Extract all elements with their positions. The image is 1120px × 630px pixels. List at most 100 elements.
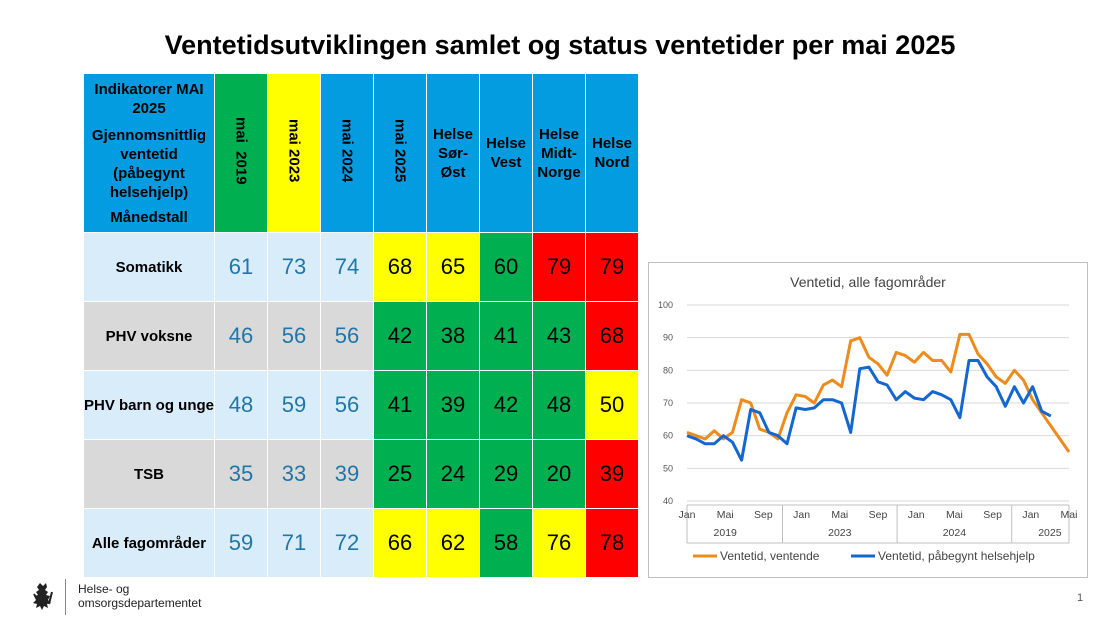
col-header-vest: Helse Vest bbox=[479, 73, 533, 233]
cell-value: 74 bbox=[320, 232, 374, 302]
cell-value: 66 bbox=[373, 508, 427, 578]
table-row-phv-barn: PHV barn og unge 48 59 56 41 39 42 48 50 bbox=[83, 370, 639, 440]
chart-title: Ventetid, alle fagområder bbox=[790, 274, 946, 290]
cell-value: 68 bbox=[373, 232, 427, 302]
header-description: Indikatorer MAI 2025 Gjennomsnittlig ven… bbox=[83, 73, 215, 233]
cell-value: 29 bbox=[479, 439, 533, 509]
header-line-3: Månedstall bbox=[110, 208, 188, 226]
y-tick-label: 70 bbox=[663, 398, 673, 408]
y-tick-label: 100 bbox=[658, 300, 673, 310]
x-tick-label: Sep bbox=[983, 509, 1002, 521]
cell-value: 48 bbox=[532, 370, 586, 440]
cell-value: 79 bbox=[532, 232, 586, 302]
cell-value: 58 bbox=[479, 508, 533, 578]
col-header-2024: mai 2024 bbox=[320, 73, 374, 233]
y-tick-label: 80 bbox=[663, 365, 673, 375]
cell-value: 59 bbox=[267, 370, 321, 440]
table-row-tsb: TSB 35 33 39 25 24 29 20 39 bbox=[83, 439, 639, 509]
cell-value: 48 bbox=[214, 370, 268, 440]
cell-value: 56 bbox=[320, 301, 374, 371]
year-label: 2024 bbox=[943, 527, 967, 539]
cell-value: 41 bbox=[373, 370, 427, 440]
logo-divider bbox=[65, 579, 66, 615]
cell-value: 24 bbox=[426, 439, 480, 509]
series-line-2 bbox=[686, 359, 1052, 462]
cell-value: 56 bbox=[267, 301, 321, 371]
year-label: 2025 bbox=[1038, 527, 1062, 539]
cell-value: 42 bbox=[373, 301, 427, 371]
col-header-nord: Helse Nord bbox=[585, 73, 639, 233]
x-tick-label: Jan bbox=[908, 509, 925, 521]
col-header-2019: mai 2019 bbox=[214, 73, 268, 233]
cell-value: 79 bbox=[585, 232, 639, 302]
cell-value: 50 bbox=[585, 370, 639, 440]
y-tick-label: 50 bbox=[663, 463, 673, 473]
line-chart: Ventetid, alle fagområder 100 90 80 70 60 50 40… bbox=[658, 274, 1078, 563]
org-name-line-2: omsorgsdepartementet bbox=[78, 596, 202, 610]
cell-value: 60 bbox=[479, 232, 533, 302]
y-tick-label: 90 bbox=[663, 333, 673, 343]
col-header-hso: Helse Sør-Øst bbox=[426, 73, 480, 233]
cell-value: 56 bbox=[320, 370, 374, 440]
row-label: PHV barn og unge bbox=[83, 370, 215, 440]
cell-value: 43 bbox=[532, 301, 586, 371]
year-label: 2019 bbox=[714, 527, 738, 539]
table-row-phv-voksne: PHV voksne 46 56 56 42 38 41 43 68 bbox=[83, 301, 639, 371]
row-label: Alle fagområder bbox=[83, 508, 215, 578]
row-label: PHV voksne bbox=[83, 301, 215, 371]
cell-value: 35 bbox=[214, 439, 268, 509]
col-header-midt: Helse Midt-Norge bbox=[532, 73, 586, 233]
x-tick-label: Jan bbox=[679, 509, 696, 521]
cell-value: 42 bbox=[479, 370, 533, 440]
cell-value: 39 bbox=[320, 439, 374, 509]
cell-value: 20 bbox=[532, 439, 586, 509]
cell-value: 76 bbox=[532, 508, 586, 578]
legend-label-2: Ventetid, påbegynt helsehjelp bbox=[878, 549, 1035, 563]
x-tick-label: Mai bbox=[717, 509, 734, 521]
cell-value: 65 bbox=[426, 232, 480, 302]
cell-value: 41 bbox=[479, 301, 533, 371]
cell-value: 78 bbox=[585, 508, 639, 578]
x-tick-label: Mai bbox=[946, 509, 963, 521]
col-header-2025: mai 2025 bbox=[373, 73, 427, 233]
x-tick-label: Mai bbox=[831, 509, 848, 521]
header-line-2: Gjennomsnittlig ventetid (påbegynt helse… bbox=[91, 126, 207, 201]
org-name: Helse- og omsorgsdepartementet bbox=[78, 582, 201, 610]
year-label: 2023 bbox=[828, 527, 852, 539]
org-name-line-1: Helse- og bbox=[78, 582, 130, 596]
header-line-1: Indikatorer MAI 2025 bbox=[94, 80, 204, 117]
cell-value: 39 bbox=[585, 439, 639, 509]
x-tick-label: Sep bbox=[869, 509, 888, 521]
table-row-alle: Alle fagområder 59 71 72 66 62 58 76 78 bbox=[83, 508, 639, 578]
x-tick-label: Mai bbox=[1061, 509, 1078, 521]
cell-value: 73 bbox=[267, 232, 321, 302]
col-header-2023: mai 2023 bbox=[267, 73, 321, 233]
y-tick-label: 60 bbox=[663, 431, 673, 441]
chart-panel: Ventetid, alle fagområder 100 90 80 70 60 50 40… bbox=[648, 262, 1088, 578]
legend-label-1: Ventetid, ventende bbox=[720, 549, 820, 563]
cell-value: 39 bbox=[426, 370, 480, 440]
x-tick-label: Jan bbox=[793, 509, 810, 521]
cell-value: 68 bbox=[585, 301, 639, 371]
row-label: Somatikk bbox=[83, 232, 215, 302]
cell-value: 46 bbox=[214, 301, 268, 371]
page-number: 1 bbox=[1077, 592, 1084, 604]
indicator-table: Indikatorer MAI 2025 Gjennomsnittlig ven… bbox=[83, 73, 639, 578]
cell-value: 62 bbox=[426, 508, 480, 578]
norwegian-lion-icon bbox=[33, 583, 53, 610]
page-title: Ventetidsutviklingen samlet og status ve… bbox=[164, 30, 956, 60]
x-tick-label: Sep bbox=[754, 509, 773, 521]
cell-value: 38 bbox=[426, 301, 480, 371]
table-header-row: Indikatorer MAI 2025 Gjennomsnittlig ven… bbox=[83, 73, 639, 233]
row-label: TSB bbox=[83, 439, 215, 509]
cell-value: 72 bbox=[320, 508, 374, 578]
cell-value: 25 bbox=[373, 439, 427, 509]
cell-value: 61 bbox=[214, 232, 268, 302]
cell-value: 33 bbox=[267, 439, 321, 509]
cell-value: 59 bbox=[214, 508, 268, 578]
table-row-somatikk: Somatikk 61 73 74 68 65 60 79 79 bbox=[83, 232, 639, 302]
cell-value: 71 bbox=[267, 508, 321, 578]
y-tick-label: 40 bbox=[663, 496, 673, 506]
series-line-1 bbox=[686, 332, 1071, 453]
x-tick-label: Jan bbox=[1022, 509, 1039, 521]
